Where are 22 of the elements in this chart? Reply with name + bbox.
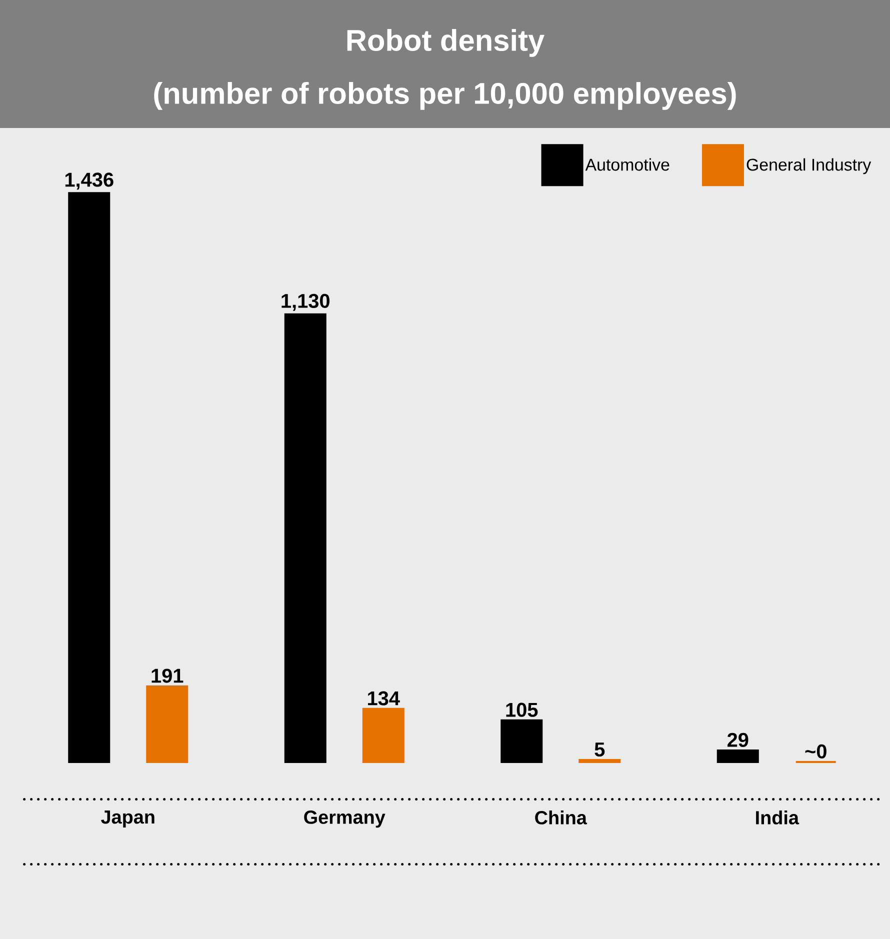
legend-label: Automotive <box>585 158 670 171</box>
x-tick-label: China <box>535 810 588 824</box>
data-label: 1,130 <box>282 294 330 311</box>
data-label: 29 <box>727 732 748 747</box>
legend-label: General Industry <box>746 158 872 174</box>
data-label: 134 <box>368 691 400 706</box>
chart-title: Robot density <box>347 29 544 57</box>
bar <box>716 750 759 763</box>
chart-subtitle: (number of robots per 10,000 employees) <box>154 82 736 110</box>
bar <box>146 685 188 763</box>
x-tick-label: Germany <box>304 810 386 828</box>
x-tick-label: India <box>756 810 800 824</box>
bar <box>68 192 110 763</box>
x-tick-label: Japan <box>101 810 154 828</box>
bar <box>284 313 326 763</box>
bar <box>500 719 543 763</box>
bar <box>362 708 404 763</box>
data-label: 105 <box>506 702 538 717</box>
data-label: ~0 <box>805 744 826 758</box>
data-label: 191 <box>152 668 184 683</box>
data-label: 1,436 <box>65 172 114 190</box>
data-label: 5 <box>594 742 605 756</box>
